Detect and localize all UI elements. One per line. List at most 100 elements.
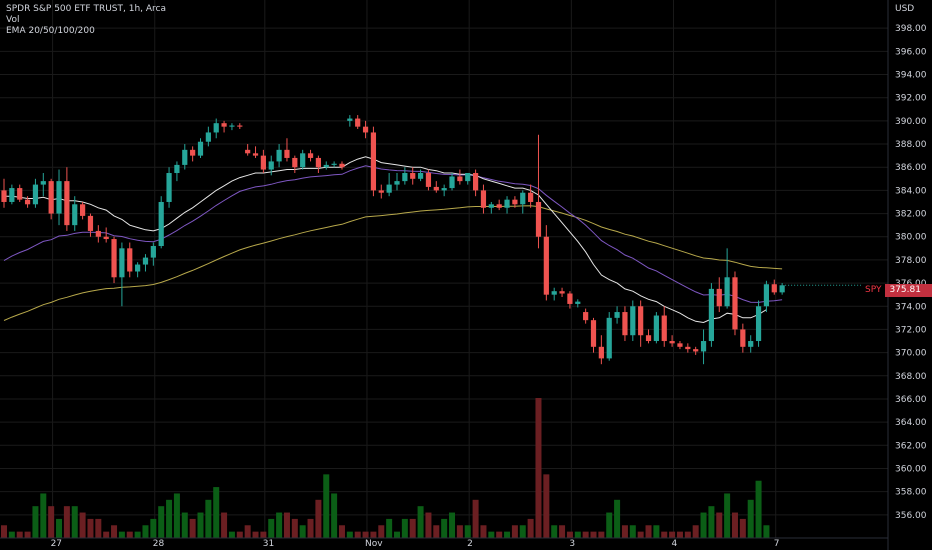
volume-bar bbox=[684, 531, 691, 538]
candle-body bbox=[237, 125, 243, 127]
volume-bar bbox=[559, 525, 566, 538]
volume-bar bbox=[142, 525, 149, 538]
candle-body bbox=[543, 236, 549, 295]
candle-body bbox=[119, 248, 125, 278]
candle-body bbox=[488, 204, 494, 208]
y-tick-label: 370.00 bbox=[895, 349, 927, 359]
volume-bar bbox=[268, 518, 275, 538]
candle-body bbox=[245, 149, 251, 154]
volume-bar bbox=[669, 531, 676, 538]
volume-bar bbox=[150, 518, 157, 538]
candle-body bbox=[598, 346, 604, 359]
volume-bar bbox=[244, 525, 251, 538]
volume-bar bbox=[205, 499, 212, 538]
candle-body bbox=[24, 199, 31, 205]
volume-bar bbox=[566, 531, 573, 538]
volume-bar bbox=[118, 531, 125, 538]
ema-50-line bbox=[3, 165, 783, 303]
y-tick-label: 392.00 bbox=[895, 94, 927, 104]
x-tick-label: Nov bbox=[365, 539, 383, 549]
candle-body bbox=[614, 312, 620, 318]
volume-bar bbox=[582, 531, 589, 538]
volume-bar bbox=[197, 512, 204, 538]
volume-bar bbox=[763, 525, 770, 538]
ema-20-line bbox=[4, 156, 767, 324]
volume-bar bbox=[708, 506, 715, 538]
candle-body bbox=[504, 199, 510, 208]
volume-bar bbox=[590, 531, 597, 538]
time-axis[interactable]: 27 28 31 Nov 2 3 4 7 bbox=[0, 537, 888, 549]
volume-bar bbox=[95, 518, 102, 538]
candle-body bbox=[677, 343, 683, 347]
volume-bar bbox=[621, 525, 628, 538]
candle-body bbox=[638, 306, 644, 336]
candle-body bbox=[700, 341, 707, 352]
volume-bar bbox=[32, 506, 39, 538]
volume-bar bbox=[158, 506, 165, 538]
candle-body bbox=[771, 284, 777, 293]
volume-bar bbox=[16, 531, 23, 538]
price-tag-value: 375.81 bbox=[885, 284, 932, 297]
volume-bar bbox=[464, 525, 471, 538]
candle-body bbox=[779, 285, 785, 293]
x-tick-label: 7 bbox=[774, 539, 780, 549]
candle-body bbox=[166, 173, 172, 202]
y-tick-label: 366.00 bbox=[895, 395, 927, 405]
volume-bar bbox=[79, 512, 86, 538]
candle-body bbox=[307, 153, 314, 158]
x-tick-label: 3 bbox=[569, 539, 575, 549]
candle-body bbox=[551, 291, 557, 295]
candle-body bbox=[567, 293, 573, 304]
volume-bar bbox=[480, 525, 487, 538]
volume-bar bbox=[629, 525, 636, 538]
ema-layer bbox=[3, 156, 783, 324]
y-tick-label: 390.00 bbox=[895, 117, 927, 127]
candle-body bbox=[417, 173, 424, 179]
y-tick-label: 396.00 bbox=[895, 47, 927, 57]
volume-bar bbox=[370, 531, 377, 538]
ema-100-line bbox=[3, 205, 783, 321]
candle-body bbox=[347, 118, 353, 121]
candle-body bbox=[716, 288, 722, 307]
chart-legend: SPDR S&P 500 ETF TRUST, 1h, Arca Vol EMA… bbox=[6, 4, 166, 37]
volume-bar bbox=[409, 518, 416, 538]
price-tag-symbol: SPY bbox=[861, 284, 886, 297]
candle-body bbox=[229, 125, 235, 127]
y-tick-label: 386.00 bbox=[895, 163, 927, 173]
candle-body bbox=[528, 192, 534, 202]
candle-body bbox=[190, 149, 196, 156]
volume-bar bbox=[181, 512, 188, 538]
volume-bar bbox=[103, 531, 110, 538]
volume-bar bbox=[260, 531, 267, 538]
volume-bar bbox=[724, 493, 731, 538]
candle-body bbox=[645, 335, 652, 342]
y-tick-label: 358.00 bbox=[895, 488, 927, 498]
candle-body bbox=[433, 186, 439, 191]
price-axis[interactable]: USD 356.00 358.00 360.00 362.00 364.00 366.00 3… bbox=[887, 0, 927, 550]
ema-indicator-label: EMA 20/50/100/200 bbox=[6, 26, 95, 36]
volume-bar bbox=[692, 525, 699, 538]
candle-body bbox=[150, 246, 156, 258]
candle-body bbox=[370, 132, 377, 191]
volume-bar bbox=[401, 518, 408, 538]
candle-body bbox=[355, 118, 361, 127]
volume-bar bbox=[48, 506, 55, 538]
volume-bar bbox=[323, 474, 330, 538]
volume-bar bbox=[71, 506, 78, 538]
x-tick-label: 27 bbox=[51, 539, 62, 549]
last-price-tag: SPY 375.81 bbox=[861, 284, 932, 297]
volume-bar bbox=[417, 506, 424, 538]
y-tick-label: 356.00 bbox=[895, 511, 927, 521]
candle-body bbox=[197, 141, 204, 156]
candle-body bbox=[64, 181, 70, 226]
candle-body bbox=[480, 190, 487, 208]
y-tick-label: 394.00 bbox=[895, 71, 927, 81]
candle-body bbox=[583, 312, 589, 321]
volume-bar bbox=[598, 531, 605, 538]
volume-bar bbox=[213, 487, 220, 538]
volume-bar bbox=[1, 525, 7, 538]
volume-indicator-label: Vol bbox=[6, 15, 20, 25]
candle-body bbox=[457, 176, 463, 182]
candle-body bbox=[473, 173, 479, 191]
